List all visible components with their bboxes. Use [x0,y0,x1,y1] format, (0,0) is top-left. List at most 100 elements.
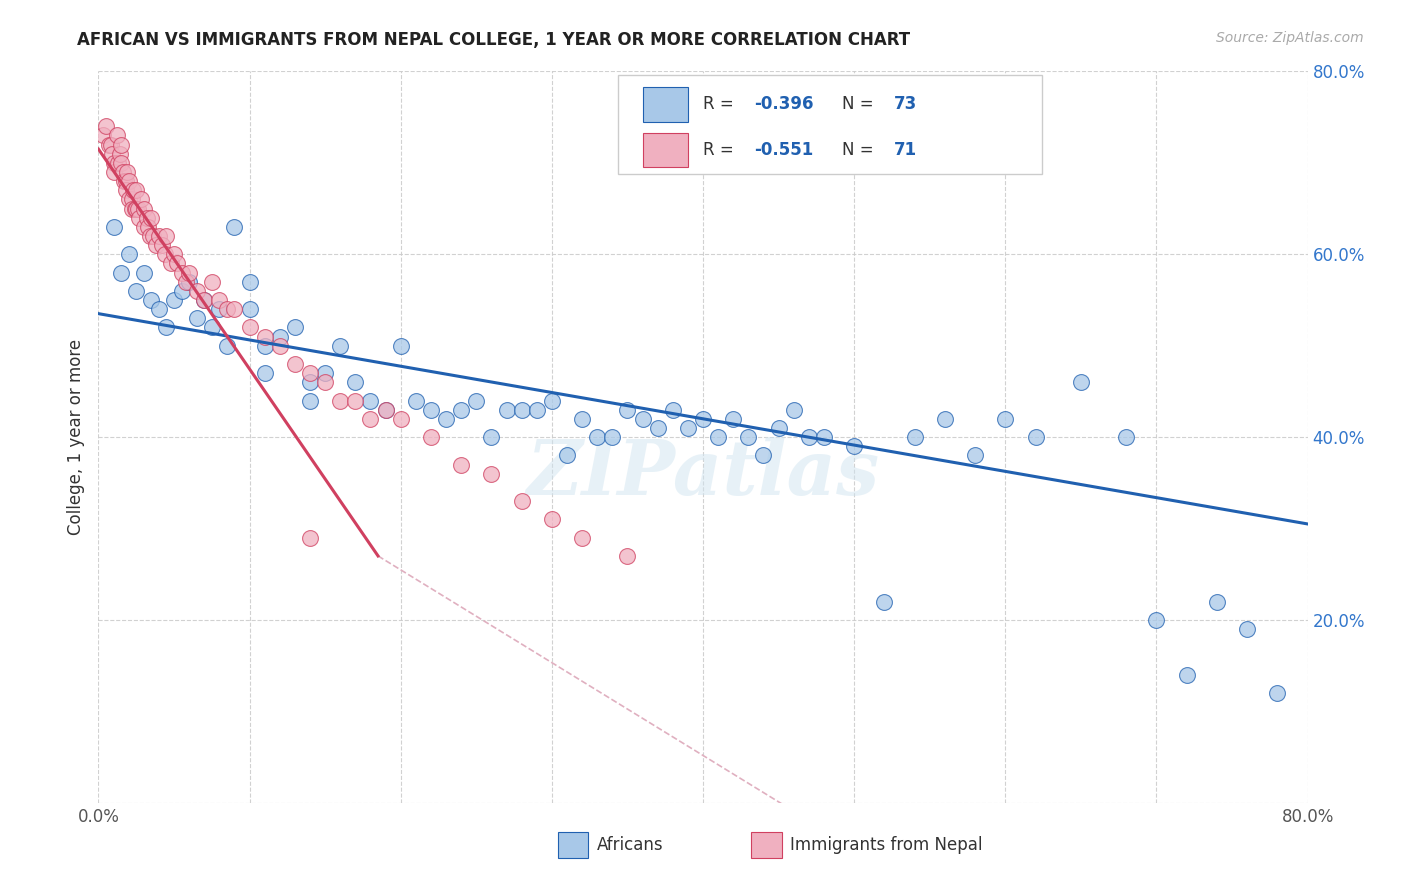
Point [103,156,125,170]
Point [118,247,141,261]
Point [873,594,896,608]
Point [586,430,609,444]
Point [105,128,128,143]
Point [374,402,396,417]
Point [103,219,125,234]
Point [965,448,987,462]
Point [201,275,224,289]
Point [174,275,197,289]
Point [450,402,472,417]
Point [118,174,141,188]
FancyBboxPatch shape [643,133,689,168]
Point [844,439,866,453]
Point [783,402,806,417]
Point [121,202,143,216]
Text: R =: R = [703,141,740,159]
Point [434,412,457,426]
Point [253,366,276,380]
Point [571,531,593,545]
Point [692,412,714,426]
Point [1267,686,1289,700]
Point [142,229,165,244]
Point [150,238,173,252]
Point [360,393,382,408]
Point [132,202,155,216]
Point [160,256,183,270]
Point [540,393,562,408]
Point [616,402,638,417]
Point [253,329,276,343]
Point [239,275,262,289]
Point [239,301,262,317]
Text: Source: ZipAtlas.com: Source: ZipAtlas.com [1216,31,1364,45]
Point [153,247,176,261]
Point [1206,594,1229,608]
Point [360,412,382,426]
Point [329,393,352,408]
Text: N =: N = [842,141,879,159]
Text: Africans: Africans [596,836,664,855]
Point [110,156,132,170]
Point [114,174,136,188]
Text: Immigrants from Nepal: Immigrants from Nepal [790,836,983,855]
Point [94,120,117,134]
Point [994,412,1017,426]
Point [540,512,562,526]
Point [797,430,820,444]
Point [284,357,307,371]
Point [179,275,201,289]
Point [215,338,238,352]
Point [602,430,624,444]
Point [135,211,157,225]
Point [510,494,533,508]
Point [1070,375,1092,389]
Point [510,402,533,417]
Point [239,320,262,334]
Point [707,430,730,444]
Text: 73: 73 [894,95,917,113]
Point [1115,430,1137,444]
Point [112,174,135,188]
Point [555,448,578,462]
Point [299,375,322,389]
Point [374,402,396,417]
Point [768,421,790,435]
Point [344,393,367,408]
Point [284,320,307,334]
Text: 71: 71 [894,141,917,159]
Point [128,211,150,225]
Point [132,266,155,280]
Point [170,284,193,298]
Point [155,320,177,334]
Point [91,128,114,143]
Point [121,192,143,206]
Point [389,338,412,352]
Point [111,165,134,179]
Y-axis label: College, 1 year or more: College, 1 year or more [67,339,86,535]
Point [904,430,927,444]
Point [647,421,669,435]
Point [405,393,427,408]
Text: R =: R = [703,95,740,113]
Point [420,430,443,444]
Point [115,165,138,179]
Point [481,430,503,444]
Point [269,338,291,352]
Point [132,219,155,234]
FancyBboxPatch shape [751,832,782,858]
Point [186,311,208,326]
Point [329,338,352,352]
Point [752,448,775,462]
Text: N =: N = [842,95,879,113]
Point [934,412,956,426]
Point [299,531,322,545]
Point [481,467,503,481]
Point [813,430,835,444]
Point [450,458,472,472]
Point [108,146,131,161]
Point [107,156,129,170]
Point [269,329,291,343]
Point [163,293,186,307]
Point [148,229,170,244]
FancyBboxPatch shape [619,75,1042,174]
